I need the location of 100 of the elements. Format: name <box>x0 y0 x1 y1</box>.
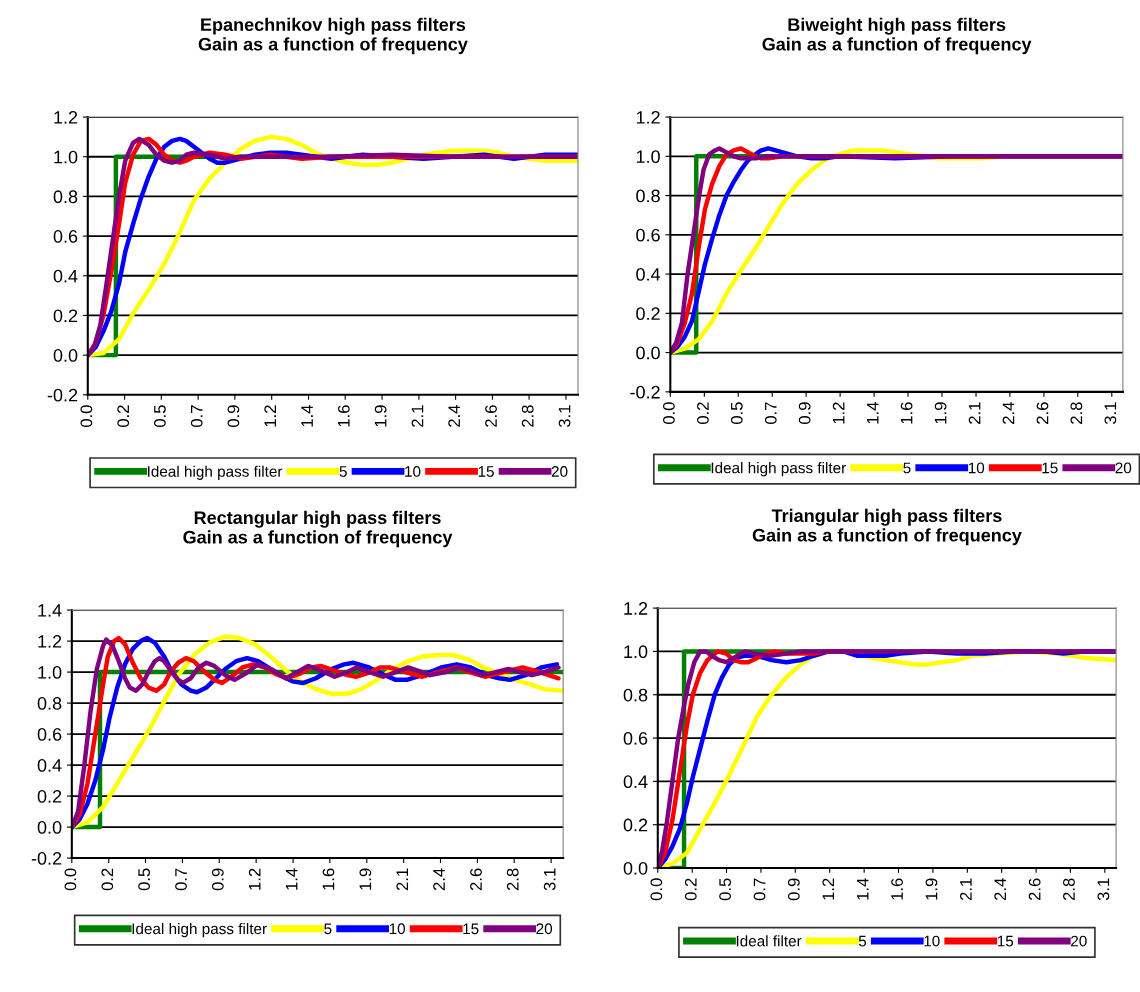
x-tick-label: 2.1 <box>960 878 972 901</box>
chart-title: Rectangular high pass filters Gain as a function of frequency <box>183 510 453 548</box>
y-tick-label: 0.8 <box>53 190 78 204</box>
y-tick-label: 0.0 <box>37 821 62 834</box>
legend-label: Ideal high pass filter <box>132 922 267 938</box>
y-tick-label: 0.6 <box>53 230 78 243</box>
x-tick-label: 1.2 <box>822 878 835 900</box>
legend-label: Ideal high pass filter <box>148 465 283 480</box>
x-tick-label: 1.6 <box>322 868 335 890</box>
x-tick-label: 0.7 <box>190 405 203 428</box>
legend-label: 20 <box>1115 462 1132 474</box>
x-tick-label: 1.6 <box>900 402 913 424</box>
legend-label: 10 <box>389 923 406 935</box>
x-tick-label: 0.0 <box>662 402 675 425</box>
x-tick-label: 0.9 <box>227 405 240 428</box>
y-tick-label: 0.6 <box>37 728 62 741</box>
x-tick-label: 1.9 <box>925 878 938 900</box>
chart-title: Triangular high pass filters Gain as a function of frequency <box>752 508 1022 546</box>
x-tick-label: 0.7 <box>764 402 777 425</box>
y-tick-label: 0.0 <box>53 349 78 362</box>
y-tick-label: -0.2 <box>630 385 660 399</box>
legend-label: 20 <box>536 923 553 935</box>
legend-label: 5 <box>339 466 347 477</box>
legend-label: 15 <box>478 466 494 477</box>
x-tick-label: 3.1 <box>543 868 556 891</box>
x-tick-label: 2.8 <box>521 405 534 427</box>
y-tick-label: 1.2 <box>636 110 660 124</box>
x-tick-label: 0.9 <box>211 868 224 891</box>
y-tick-label: 0.6 <box>636 228 660 242</box>
y-tick-label: 0.2 <box>636 307 660 321</box>
x-tick-label: 0.2 <box>101 868 114 891</box>
x-tick-label: 1.9 <box>934 402 947 424</box>
y-tick-label: 0.2 <box>37 790 62 803</box>
legend-label: 15 <box>463 923 479 935</box>
y-tick-label: 0.8 <box>636 189 660 203</box>
x-tick-label: 2.4 <box>1002 402 1015 424</box>
x-tick-label: 2.4 <box>448 405 460 427</box>
x-tick-label: 3.1 <box>558 405 571 428</box>
legend-label: 10 <box>968 462 985 474</box>
y-tick-label: 1.0 <box>636 150 660 164</box>
x-tick-label: 1.4 <box>285 868 298 890</box>
x-tick-label: 0.2 <box>684 878 697 901</box>
legend-label: 5 <box>903 462 911 474</box>
y-tick-label: 0.8 <box>37 697 62 710</box>
x-tick-label: 0.2 <box>697 402 709 425</box>
legend-label: 15 <box>1042 462 1058 474</box>
x-tick-label: 0.9 <box>798 402 811 425</box>
y-tick-label: 0.2 <box>53 309 78 323</box>
x-tick-label: 2.4 <box>994 878 1006 901</box>
x-tick-label: 0.7 <box>753 878 766 901</box>
y-tick-label: 0.2 <box>623 818 648 832</box>
x-tick-label: 1.4 <box>857 878 869 900</box>
y-tick-label: 1.2 <box>624 602 648 615</box>
x-tick-label: 2.1 <box>411 405 424 427</box>
legend-label: 10 <box>924 935 940 947</box>
x-tick-label: 2.8 <box>1070 402 1083 424</box>
y-tick-label: 0.6 <box>623 731 648 745</box>
x-tick-label: 1.6 <box>891 878 903 900</box>
x-tick-label: 1.4 <box>866 402 879 424</box>
x-tick-label: 2.6 <box>1036 402 1049 424</box>
x-tick-label: 1.9 <box>359 868 372 890</box>
x-tick-label: 1.4 <box>301 405 313 427</box>
y-tick-label: 0.4 <box>623 775 648 789</box>
legend-label: 20 <box>1071 935 1087 947</box>
x-tick-label: 0.5 <box>153 405 166 428</box>
x-tick-label: 0.5 <box>719 878 731 901</box>
y-tick-label: 0.4 <box>53 269 78 283</box>
y-tick-label: -0.2 <box>31 852 62 865</box>
x-tick-label: 1.6 <box>337 405 350 427</box>
legend-label: Ideal filter <box>736 935 802 947</box>
x-tick-label: 1.2 <box>248 868 261 890</box>
y-tick-label: 0.4 <box>37 759 62 772</box>
x-tick-label: 2.6 <box>470 868 482 891</box>
chart-title: Biweight high pass filters Gain as a function of frequency <box>762 17 1032 55</box>
y-tick-label: 1.2 <box>38 635 62 648</box>
x-tick-label: 2.6 <box>1028 878 1041 901</box>
legend-label: 5 <box>324 923 332 935</box>
x-tick-label: 1.2 <box>832 402 845 424</box>
x-tick-label: 1.2 <box>264 405 276 427</box>
y-tick-label: 1.4 <box>38 604 62 617</box>
y-tick-label: 1.0 <box>54 150 78 164</box>
x-tick-label: 0.5 <box>138 868 150 891</box>
y-tick-label: -0.2 <box>47 388 78 402</box>
x-tick-label: 3.1 <box>1097 878 1110 901</box>
legend-label: Ideal high pass filter <box>711 462 846 477</box>
y-tick-label: 0.4 <box>636 268 661 281</box>
x-tick-label: 2.6 <box>485 405 497 427</box>
x-tick-label: 0.2 <box>117 405 130 428</box>
y-tick-label: 0.0 <box>636 346 660 360</box>
x-tick-label: 0.7 <box>175 868 187 891</box>
y-tick-label: 0.8 <box>623 688 648 702</box>
legend-label: 5 <box>858 935 867 947</box>
x-tick-label: 2.4 <box>433 868 445 891</box>
x-tick-label: 0.5 <box>730 402 743 425</box>
y-tick-label: 1.0 <box>624 645 648 659</box>
y-tick-label: 1.2 <box>54 110 78 124</box>
y-tick-label: 1.0 <box>38 666 62 679</box>
x-tick-label: 2.8 <box>506 868 519 891</box>
x-tick-label: 3.1 <box>1104 402 1117 425</box>
x-tick-label: 2.1 <box>968 402 981 424</box>
